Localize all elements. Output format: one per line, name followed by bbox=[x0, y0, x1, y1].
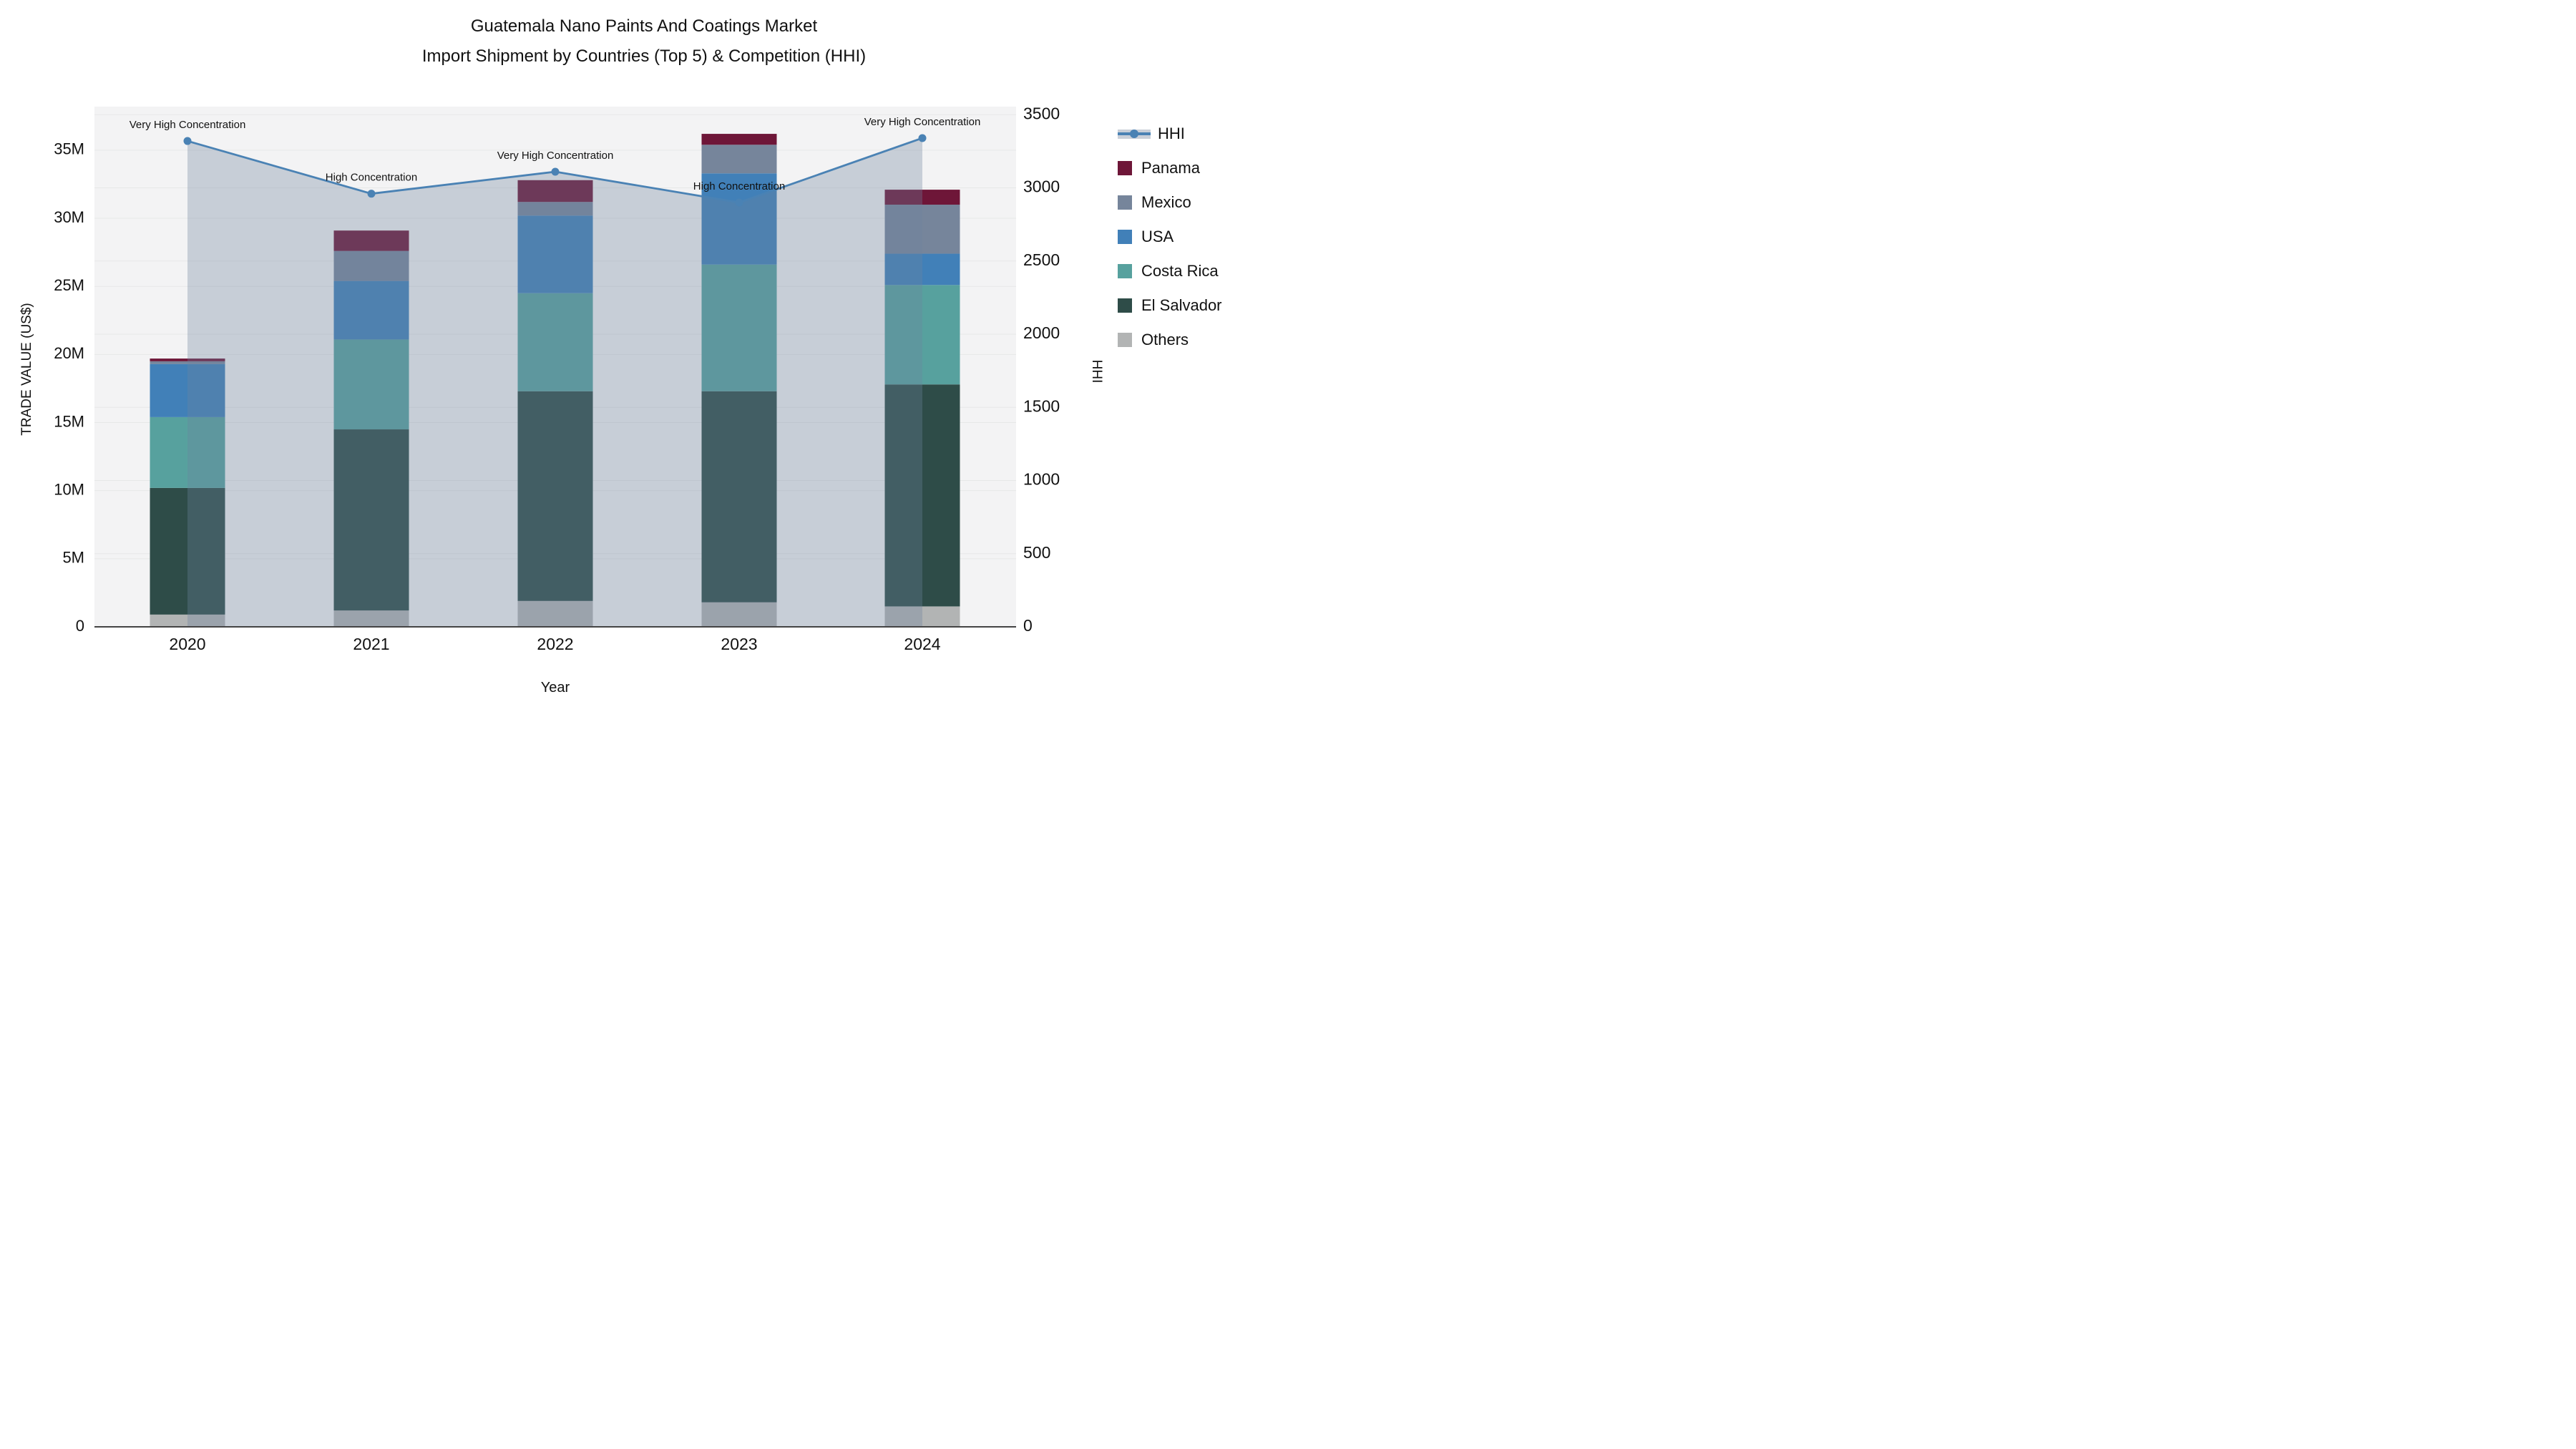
y-right-tick-1500: 1500 bbox=[1023, 396, 1060, 415]
legend-label-costa-rica: Costa Rica bbox=[1141, 262, 1219, 280]
y-right-tick-3000: 3000 bbox=[1023, 177, 1060, 196]
bar-segment-costa-rica-2022[interactable] bbox=[517, 293, 593, 391]
y-left-tick-20M: 20M bbox=[54, 344, 84, 362]
y-left-tick-35M: 35M bbox=[54, 140, 84, 158]
chart-figure: Very High Concentration High Concentratio… bbox=[0, 0, 1288, 725]
legend-swatch-panama bbox=[1118, 161, 1132, 175]
hhi-marker-2020[interactable] bbox=[183, 137, 192, 145]
hhi-marker-2024[interactable] bbox=[918, 134, 927, 142]
bar-segment-panama-2020[interactable] bbox=[150, 358, 225, 361]
legend-swatch-costa-rica bbox=[1118, 264, 1132, 278]
legend-item-mexico[interactable]: Mexico bbox=[1118, 185, 1222, 220]
legend-swatch-usa bbox=[1118, 230, 1132, 244]
x-tick-2024: 2024 bbox=[904, 635, 940, 653]
hhi-marker-2023[interactable] bbox=[735, 198, 743, 207]
chart-title-line2: Import Shipment by Countries (Top 5) & C… bbox=[421, 47, 867, 66]
legend-label-others: Others bbox=[1141, 331, 1189, 348]
x-tick-2020: 2020 bbox=[169, 635, 205, 653]
y-left-tick-30M: 30M bbox=[54, 208, 84, 226]
x-axis-title: Year bbox=[540, 680, 570, 696]
y-right-tick-500: 500 bbox=[1023, 543, 1050, 562]
bar-segment-others-2023[interactable] bbox=[701, 602, 777, 627]
bar-segment-el-salvador-2020[interactable] bbox=[150, 487, 225, 615]
bar-segment-costa-rica-2021[interactable] bbox=[333, 339, 409, 430]
legend-swatch-mexico bbox=[1118, 195, 1132, 210]
bar-segment-usa-2023[interactable] bbox=[701, 173, 777, 265]
bar-segment-panama-2022[interactable] bbox=[517, 180, 593, 203]
chart-canvas: Very High Concentration High Concentratio… bbox=[54, 104, 1060, 653]
x-tick-2021: 2021 bbox=[353, 635, 389, 653]
legend-swatch-el-salvador bbox=[1118, 298, 1132, 313]
annotation-2022: Very High Concentration bbox=[497, 150, 614, 162]
bar-segment-others-2024[interactable] bbox=[884, 606, 960, 627]
bar-segment-panama-2023[interactable] bbox=[701, 134, 777, 145]
bar-segment-usa-2020[interactable] bbox=[150, 364, 225, 417]
legend-item-costa-rica[interactable]: Costa Rica bbox=[1118, 254, 1222, 288]
bar-segment-costa-rica-2024[interactable] bbox=[884, 285, 960, 385]
chart-title-line1: Guatemala Nano Paints And Coatings Marke… bbox=[470, 16, 818, 36]
legend-item-el-salvador[interactable]: El Salvador bbox=[1118, 288, 1222, 323]
legend: HHI Panama Mexico USA Costa Rica El Salvador O… bbox=[1118, 117, 1222, 357]
bar-segment-mexico-2021[interactable] bbox=[333, 250, 409, 281]
legend-item-usa[interactable]: USA bbox=[1118, 220, 1222, 254]
legend-item-others[interactable]: Others bbox=[1118, 323, 1222, 357]
hhi-marker-2021[interactable] bbox=[367, 190, 376, 198]
y-left-tick-5M: 5M bbox=[62, 549, 84, 567]
y-right-tick-2000: 2000 bbox=[1023, 323, 1060, 342]
bar-segment-mexico-2023[interactable] bbox=[701, 145, 777, 174]
bar-segment-usa-2024[interactable] bbox=[884, 253, 960, 286]
x-tick-2023: 2023 bbox=[721, 635, 757, 653]
chart-title: Guatemala Nano Paints And Coatings Marke… bbox=[0, 16, 1288, 67]
legend-label-usa: USA bbox=[1141, 228, 1174, 245]
bar-segment-costa-rica-2023[interactable] bbox=[701, 264, 777, 391]
y-axis-title-left: TRADE VALUE (US$) bbox=[19, 303, 34, 436]
legend-label-hhi: HHI bbox=[1158, 125, 1185, 142]
legend-label-panama: Panama bbox=[1141, 159, 1200, 177]
y-right-tick-1000: 1000 bbox=[1023, 470, 1060, 489]
annotation-2023: High Concentration bbox=[693, 180, 785, 192]
bar-segment-others-2020[interactable] bbox=[150, 614, 225, 627]
legend-swatch-others bbox=[1118, 333, 1132, 347]
y-left-tick-10M: 10M bbox=[54, 480, 84, 498]
hhi-area bbox=[187, 137, 922, 627]
legend-item-panama[interactable]: Panama bbox=[1118, 151, 1222, 185]
bar-segment-usa-2021[interactable] bbox=[333, 280, 409, 340]
bar-segment-costa-rica-2020[interactable] bbox=[150, 416, 225, 488]
bar-segment-mexico-2024[interactable] bbox=[884, 205, 960, 254]
y-left-tick-0: 0 bbox=[76, 617, 84, 635]
bar-segment-mexico-2020[interactable] bbox=[150, 361, 225, 364]
legend-label-mexico: Mexico bbox=[1141, 193, 1191, 211]
bar-segment-mexico-2022[interactable] bbox=[517, 202, 593, 216]
bar-segment-panama-2021[interactable] bbox=[333, 230, 409, 251]
bar-segment-usa-2022[interactable] bbox=[517, 215, 593, 293]
hhi-marker-2022[interactable] bbox=[551, 167, 560, 176]
x-tick-2022: 2022 bbox=[537, 635, 573, 653]
y-left-tick-25M: 25M bbox=[54, 276, 84, 294]
y-right-tick-2500: 2500 bbox=[1023, 250, 1060, 269]
annotation-2024: Very High Concentration bbox=[864, 116, 981, 128]
bar-segment-panama-2024[interactable] bbox=[884, 190, 960, 205]
annotation-2021: High Concentration bbox=[326, 172, 417, 184]
legend-label-el-salvador: El Salvador bbox=[1141, 296, 1222, 314]
bar-segment-others-2022[interactable] bbox=[517, 600, 593, 627]
annotation-2020: Very High Concentration bbox=[130, 119, 246, 131]
y-left-tick-15M: 15M bbox=[54, 412, 84, 430]
y-right-tick-3500: 3500 bbox=[1023, 104, 1060, 122]
legend-hhi-line-icon bbox=[1118, 126, 1151, 142]
y-axis-title-right: HHI bbox=[1089, 359, 1104, 384]
bar-segment-el-salvador-2024[interactable] bbox=[884, 384, 960, 607]
bar-segment-others-2021[interactable] bbox=[333, 610, 409, 627]
bar-segment-el-salvador-2021[interactable] bbox=[333, 429, 409, 611]
legend-item-hhi[interactable]: HHI bbox=[1118, 117, 1222, 151]
bar-segment-el-salvador-2022[interactable] bbox=[517, 391, 593, 601]
bar-segment-el-salvador-2023[interactable] bbox=[701, 391, 777, 602]
y-right-tick-0: 0 bbox=[1023, 616, 1033, 635]
